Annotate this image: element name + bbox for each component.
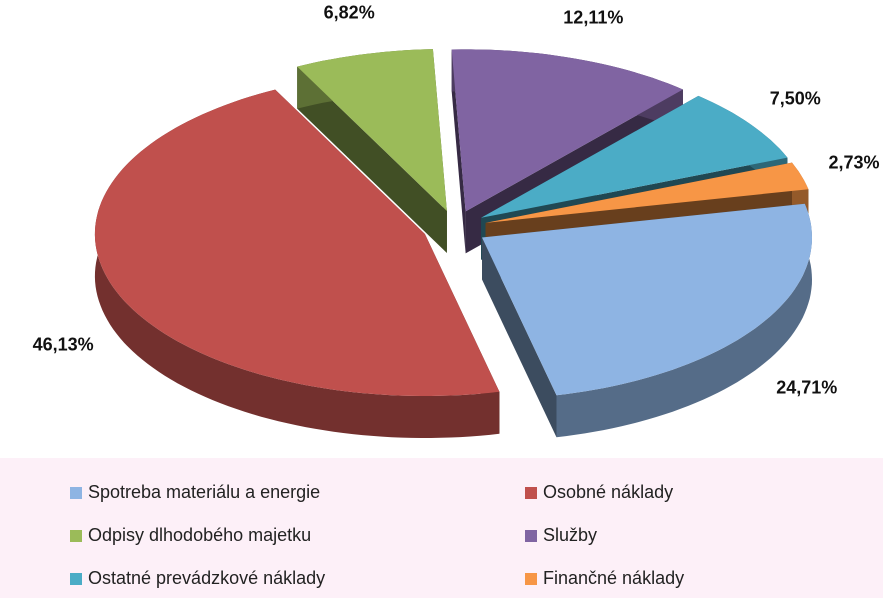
legend-swatch: [70, 487, 82, 499]
slice-top: [481, 95, 788, 218]
data-label: 24,71%: [776, 378, 837, 398]
slice-top: [485, 162, 809, 223]
slice-side: [482, 237, 557, 438]
legend-label: Služby: [543, 525, 597, 545]
legend-label: Finančné náklady: [543, 568, 684, 588]
data-label: 6,82%: [324, 2, 375, 22]
slice: [482, 203, 812, 438]
legend-swatch: [525, 487, 537, 499]
slice-side: [297, 66, 447, 253]
data-label: 2,73%: [828, 152, 879, 172]
slice-top: [451, 49, 683, 212]
slice: [94, 89, 500, 438]
legend-swatch: [525, 530, 537, 542]
slice-top: [94, 89, 500, 396]
legend-swatch: [70, 530, 82, 542]
legend-swatch: [525, 573, 537, 585]
slice-side: [451, 49, 466, 254]
slice: [297, 49, 447, 253]
legend-label: Ostatné prevádzkové náklady: [88, 568, 325, 588]
legend-box: [0, 458, 883, 598]
slice-wall: [556, 203, 812, 438]
data-label: 7,50%: [770, 89, 821, 109]
data-label: 12,11%: [563, 8, 623, 28]
data-label: 46,13%: [33, 335, 94, 355]
slice-top: [482, 203, 812, 396]
slice-top: [297, 49, 447, 211]
slice-wall: [94, 89, 500, 438]
legend-label: Spotreba materiálu a energie: [88, 482, 320, 502]
legend-label: Osobné náklady: [543, 482, 673, 502]
legend-label: Odpisy dlhodobého majetku: [88, 525, 311, 545]
legend-swatch: [70, 573, 82, 585]
